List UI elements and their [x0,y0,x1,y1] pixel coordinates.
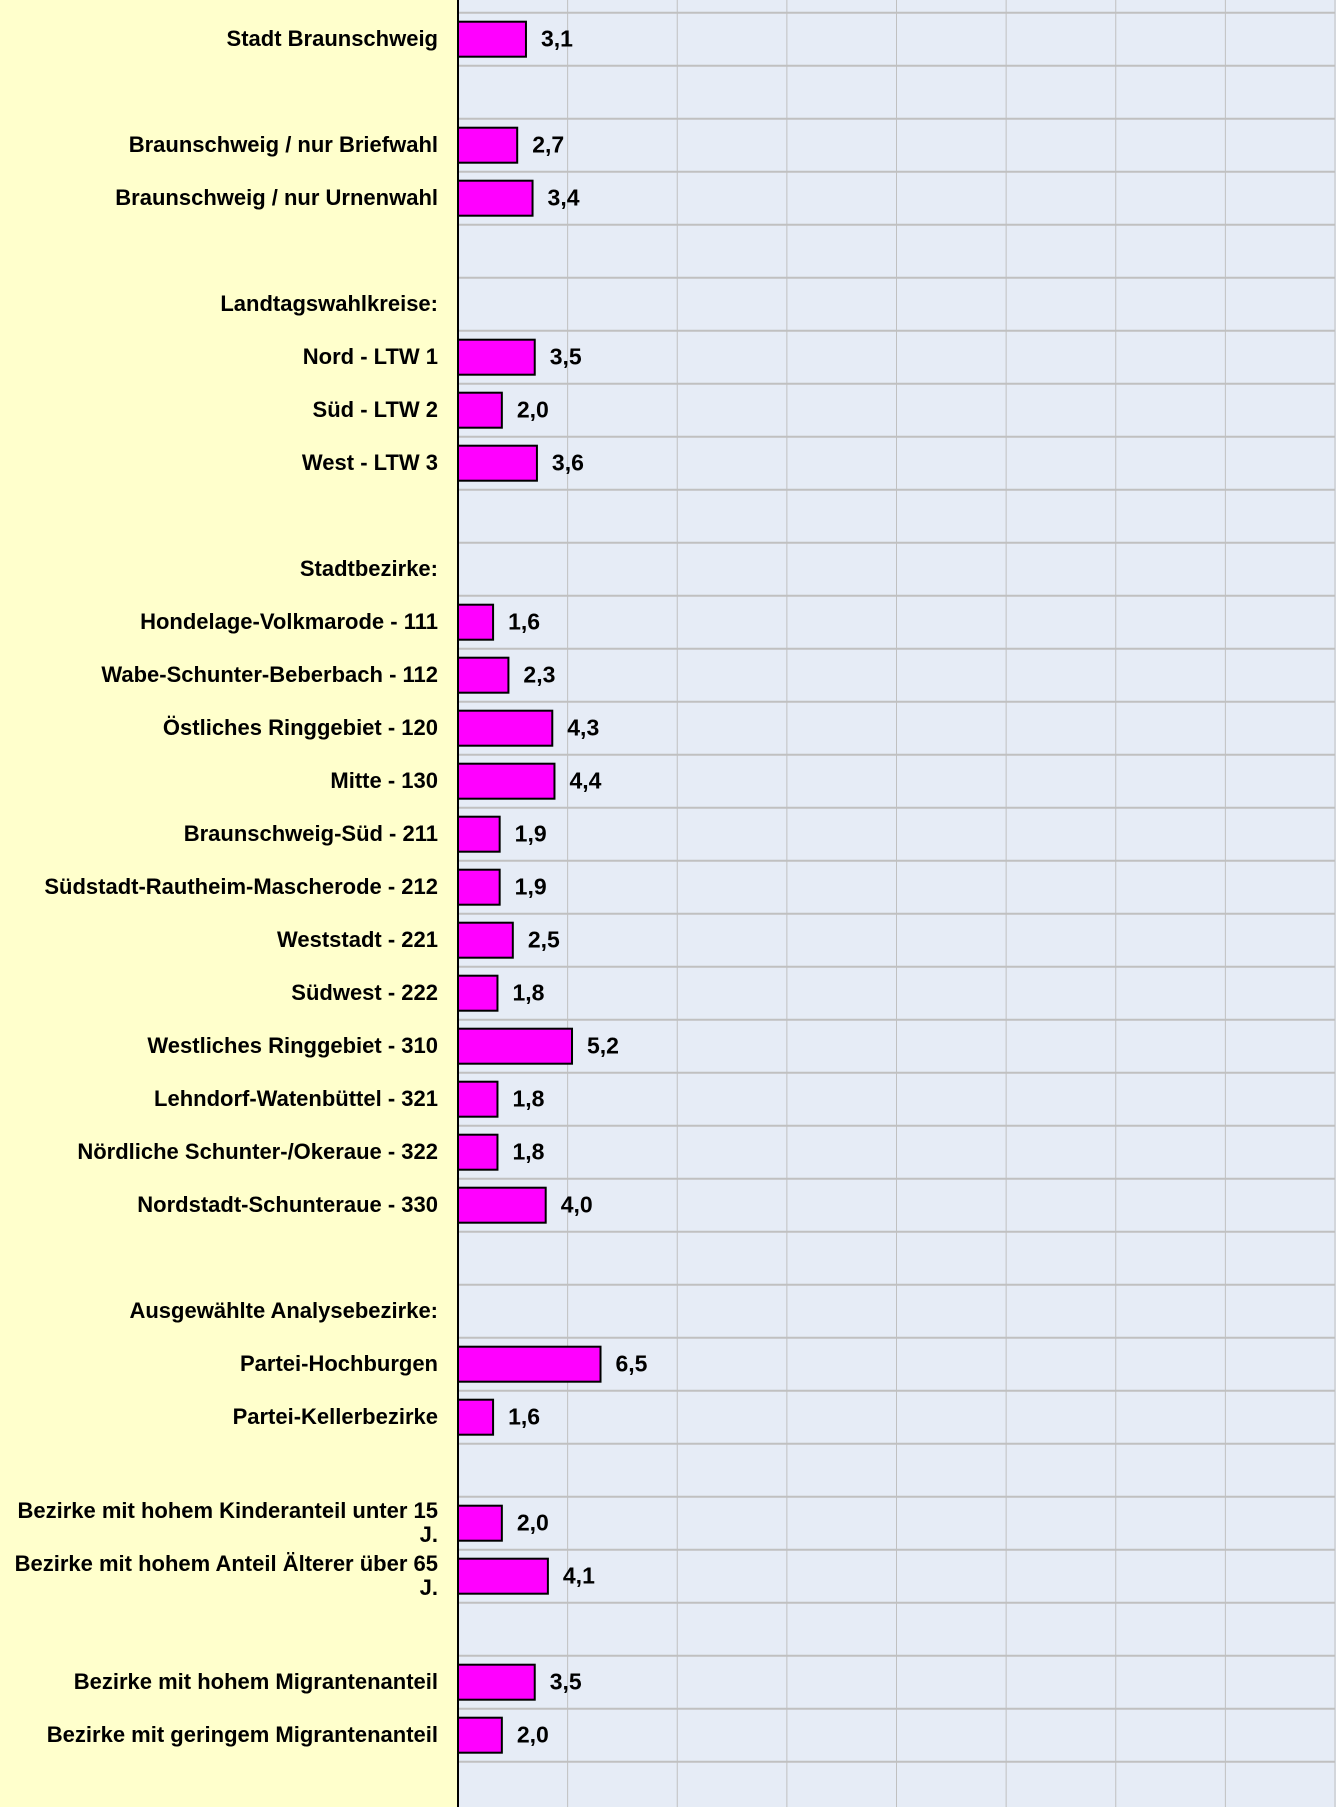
bar [457,762,556,800]
category-label: Bezirke mit geringem Migrantenanteil [46,1722,438,1748]
bar [457,444,538,482]
category-label: Braunschweig / nur Urnenwahl [115,185,438,211]
value-label: 5,2 [587,1032,619,1058]
bar [457,1663,536,1701]
value-label: 2,0 [517,1509,549,1535]
bar [457,921,514,959]
value-label: 1,9 [515,820,547,846]
value-label: 2,0 [517,1721,549,1747]
bar [457,1716,503,1754]
bar [457,391,503,429]
value-label: 4,3 [567,714,599,740]
value-label: 2,0 [517,396,549,422]
category-label: West - LTW 3 [301,450,438,476]
bar [457,1504,503,1542]
value-label: 3,4 [548,184,580,210]
bar [457,179,534,217]
value-label: 2,5 [528,926,560,952]
value-label: 3,1 [541,25,573,51]
category-label: Braunschweig-Süd - 211 [183,821,438,847]
value-label: 1,8 [512,979,544,1005]
category-label: Bezirke mit hohem Anteil Älterer über 65… [14,1551,438,1601]
bar [457,1557,549,1595]
category-label: Östliches Ringgebiet - 120 [162,715,438,741]
category-label: Süd - LTW 2 [312,397,438,423]
category-label: Hondelage-Volkmarode - 111 [140,609,438,635]
bar [457,868,501,906]
category-label: Ausgewählte Analysebezirke: [129,1298,438,1324]
bar [457,709,554,747]
category-label: Stadtbezirke: [299,556,438,582]
bar [457,1398,495,1436]
value-label: 6,5 [616,1350,648,1376]
category-label: Südstadt-Rautheim-Mascherode - 212 [44,874,438,900]
bar [457,974,499,1012]
bar [457,20,527,58]
bar [457,656,510,694]
category-label: Nord - LTW 1 [302,344,438,370]
value-label: 2,7 [532,131,564,157]
category-label: Partei-Kellerbezirke [232,1404,438,1430]
bar [457,338,536,376]
category-label: Weststadt - 221 [277,927,438,953]
bar [457,1133,499,1171]
category-label: Partei-Hochburgen [239,1351,438,1377]
category-label: Lehndorf-Watenbüttel - 321 [154,1086,438,1112]
bar [457,1345,602,1383]
value-label: 3,5 [550,343,582,369]
bar [457,126,519,164]
value-label: 1,8 [512,1085,544,1111]
bar [457,1186,547,1224]
value-label: 4,0 [561,1191,593,1217]
category-label: Bezirke mit hohem Kinderanteil unter 15 … [17,1498,438,1548]
category-label: Braunschweig / nur Briefwahl [128,132,438,158]
category-label: Nordstadt-Schunteraue - 330 [137,1192,438,1218]
category-label: Stadt Braunschweig [226,26,438,52]
value-label: 4,1 [563,1562,595,1588]
value-label: 4,4 [569,767,601,793]
value-label: 1,6 [508,608,540,634]
bar [457,1080,499,1118]
value-label: 1,9 [515,873,547,899]
category-label: Landtagswahlkreise: [220,291,438,317]
bar [457,1027,574,1065]
category-label: Bezirke mit hohem Migrantenanteil [73,1669,438,1695]
value-label: 2,3 [523,661,555,687]
value-label: 3,5 [550,1668,582,1694]
category-label: Westliches Ringgebiet - 310 [147,1033,438,1059]
value-label: 1,6 [508,1403,540,1429]
category-label: Nördliche Schunter-/Okeraue - 322 [77,1139,438,1165]
value-label: 3,6 [552,449,584,475]
bar [457,815,501,853]
bar [457,603,495,641]
category-label: Mitte - 130 [330,768,438,794]
category-label: Südwest - 222 [291,980,438,1006]
category-label: Wabe-Schunter-Beberbach - 112 [101,662,438,688]
value-label: 1,8 [512,1138,544,1164]
